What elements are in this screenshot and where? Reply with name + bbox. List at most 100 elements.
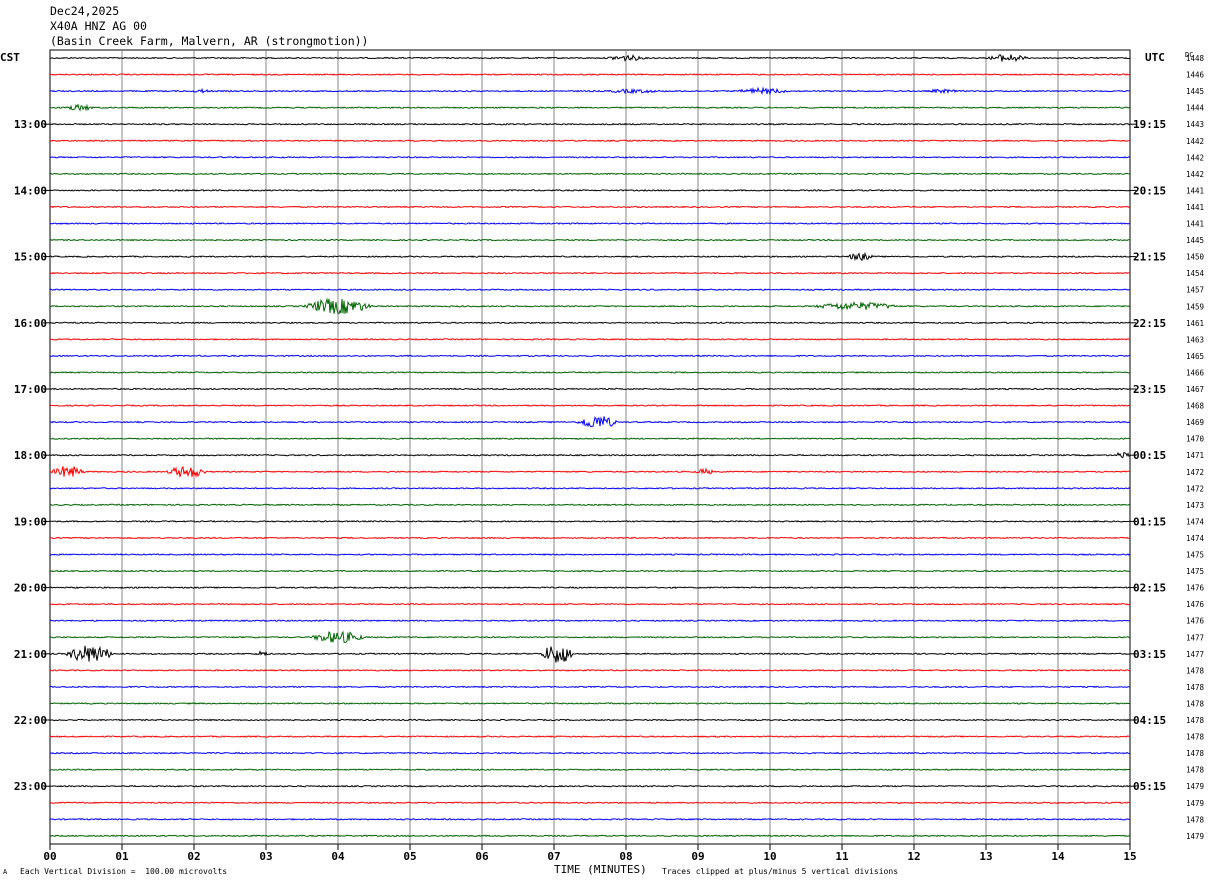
right-hour-label-7: 01:15	[1133, 515, 1166, 528]
trace-row-37	[49, 645, 1130, 663]
dc-value-row-24: 1470	[1186, 435, 1205, 444]
trace-row-14	[50, 271, 1131, 275]
x-tick-label-01: 01	[115, 850, 129, 863]
trace-row-11	[50, 222, 1131, 225]
left-hour-label-9: 21:00	[14, 648, 47, 661]
right-hour-label-1: 19:15	[1133, 118, 1166, 131]
trace-row-42	[49, 735, 1131, 738]
trace-row-33	[49, 586, 1131, 589]
trace-row-22	[49, 404, 1131, 407]
left-hour-label-1: 13:00	[14, 118, 47, 131]
right-hour-label-3: 21:15	[1133, 251, 1166, 264]
x-tick-label-14: 14	[1051, 850, 1065, 863]
trace-row-41	[49, 718, 1131, 722]
trace-row-26	[49, 465, 1131, 478]
trace-row-39	[49, 685, 1131, 689]
header-station: X40A HNZ AG 00	[50, 19, 147, 33]
dc-label: DC	[1185, 51, 1193, 59]
dc-value-row-45: 1479	[1186, 782, 1204, 791]
trace-row-27	[49, 486, 1131, 490]
dc-value-row-38: 1478	[1186, 666, 1205, 675]
right-hour-label-8: 02:15	[1133, 582, 1166, 595]
dc-value-row-41: 1478	[1186, 716, 1205, 725]
trace-row-47	[49, 817, 1131, 821]
trace-row-30	[49, 536, 1131, 540]
trace-row-44	[49, 768, 1131, 771]
trace-row-16	[49, 297, 1131, 315]
trace-row-19	[49, 354, 1131, 358]
dc-value-row-19: 1465	[1186, 352, 1204, 361]
dc-value-row-30: 1474	[1186, 534, 1205, 543]
dc-value-row-43: 1478	[1186, 749, 1205, 758]
right-hour-label-5: 23:15	[1133, 383, 1166, 396]
corner-mark: A	[3, 868, 8, 876]
dc-value-row-22: 1468	[1186, 402, 1205, 411]
left-hour-label-4: 16:00	[14, 317, 47, 330]
right-hour-label-2: 20:15	[1133, 184, 1166, 197]
dc-value-row-15: 1457	[1186, 286, 1204, 295]
right-axis-label-utc: UTC	[1145, 51, 1165, 64]
x-tick-label-03: 03	[259, 850, 272, 863]
left-hour-label-5: 17:00	[14, 383, 47, 396]
trace-row-3	[49, 86, 1131, 96]
x-axis-title: TIME (MINUTES)	[554, 863, 647, 876]
plot-frame	[49, 49, 1131, 845]
dc-value-row-17: 1461	[1186, 319, 1204, 328]
dc-value-row-1: 1448	[1186, 54, 1205, 63]
left-hour-label-10: 22:00	[14, 714, 47, 727]
scale-note: Each Vertical Division = 100.00 microvol…	[20, 867, 228, 876]
left-hour-label-8: 20:00	[14, 582, 47, 595]
trace-row-36	[49, 630, 1131, 643]
x-tick-label-05: 05	[403, 850, 416, 863]
dc-value-row-35: 1476	[1186, 617, 1205, 626]
dc-value-row-5: 1443	[1186, 120, 1204, 129]
left-hour-label-7: 19:00	[14, 515, 47, 528]
dc-value-row-8: 1442	[1186, 170, 1204, 179]
trace-row-4	[49, 103, 1131, 112]
x-tick-label-04: 04	[331, 850, 345, 863]
right-hour-label-11: 05:15	[1133, 780, 1166, 793]
dc-value-row-26: 1472	[1186, 468, 1204, 477]
right-hour-label-10: 04:15	[1133, 714, 1166, 727]
trace-row-34	[49, 602, 1131, 606]
x-tick-label-02: 02	[187, 850, 200, 863]
trace-row-23	[49, 416, 1131, 428]
trace-row-6	[49, 139, 1131, 143]
x-tick-label-08: 08	[619, 850, 632, 863]
dc-value-row-3: 1445	[1186, 87, 1204, 96]
left-hour-label-11: 23:00	[14, 780, 47, 793]
trace-row-17	[49, 321, 1131, 325]
dc-value-row-27: 1472	[1186, 484, 1204, 493]
trace-row-40	[49, 702, 1131, 705]
left-hour-label-2: 14:00	[14, 184, 47, 197]
clip-note: Traces clipped at plus/minus 5 vertical …	[662, 867, 899, 876]
dc-value-row-6: 1442	[1186, 137, 1204, 146]
dc-value-row-29: 1474	[1186, 517, 1205, 526]
left-hour-label-3: 15:00	[14, 251, 47, 264]
trace-row-20	[49, 371, 1131, 374]
dc-value-row-2: 1446	[1186, 71, 1205, 80]
trace-row-13	[49, 251, 1131, 262]
dc-value-row-4: 1444	[1186, 104, 1205, 113]
trace-row-18	[49, 338, 1131, 341]
right-hour-label-4: 22:15	[1133, 317, 1166, 330]
x-tick-label-06: 06	[475, 850, 489, 863]
trace-row-31	[49, 553, 1131, 556]
dc-value-row-37: 1477	[1186, 650, 1204, 659]
x-tick-label-00: 00	[43, 850, 56, 863]
trace-row-46	[50, 801, 1131, 805]
dc-value-row-48: 1479	[1186, 832, 1204, 841]
trace-row-21	[49, 387, 1131, 391]
dc-value-row-18: 1463	[1186, 335, 1204, 344]
dc-value-row-44: 1478	[1186, 766, 1205, 775]
x-tick-label-11: 11	[835, 850, 849, 863]
trace-row-32	[49, 569, 1131, 573]
dc-value-row-16: 1459	[1186, 302, 1204, 311]
dc-value-row-7: 1442	[1186, 153, 1204, 162]
trace-row-1	[49, 54, 1131, 63]
trace-row-24	[49, 437, 1131, 440]
dc-value-row-40: 1478	[1186, 699, 1205, 708]
trace-row-38	[49, 669, 1131, 672]
dc-value-row-13: 1450	[1186, 253, 1205, 262]
